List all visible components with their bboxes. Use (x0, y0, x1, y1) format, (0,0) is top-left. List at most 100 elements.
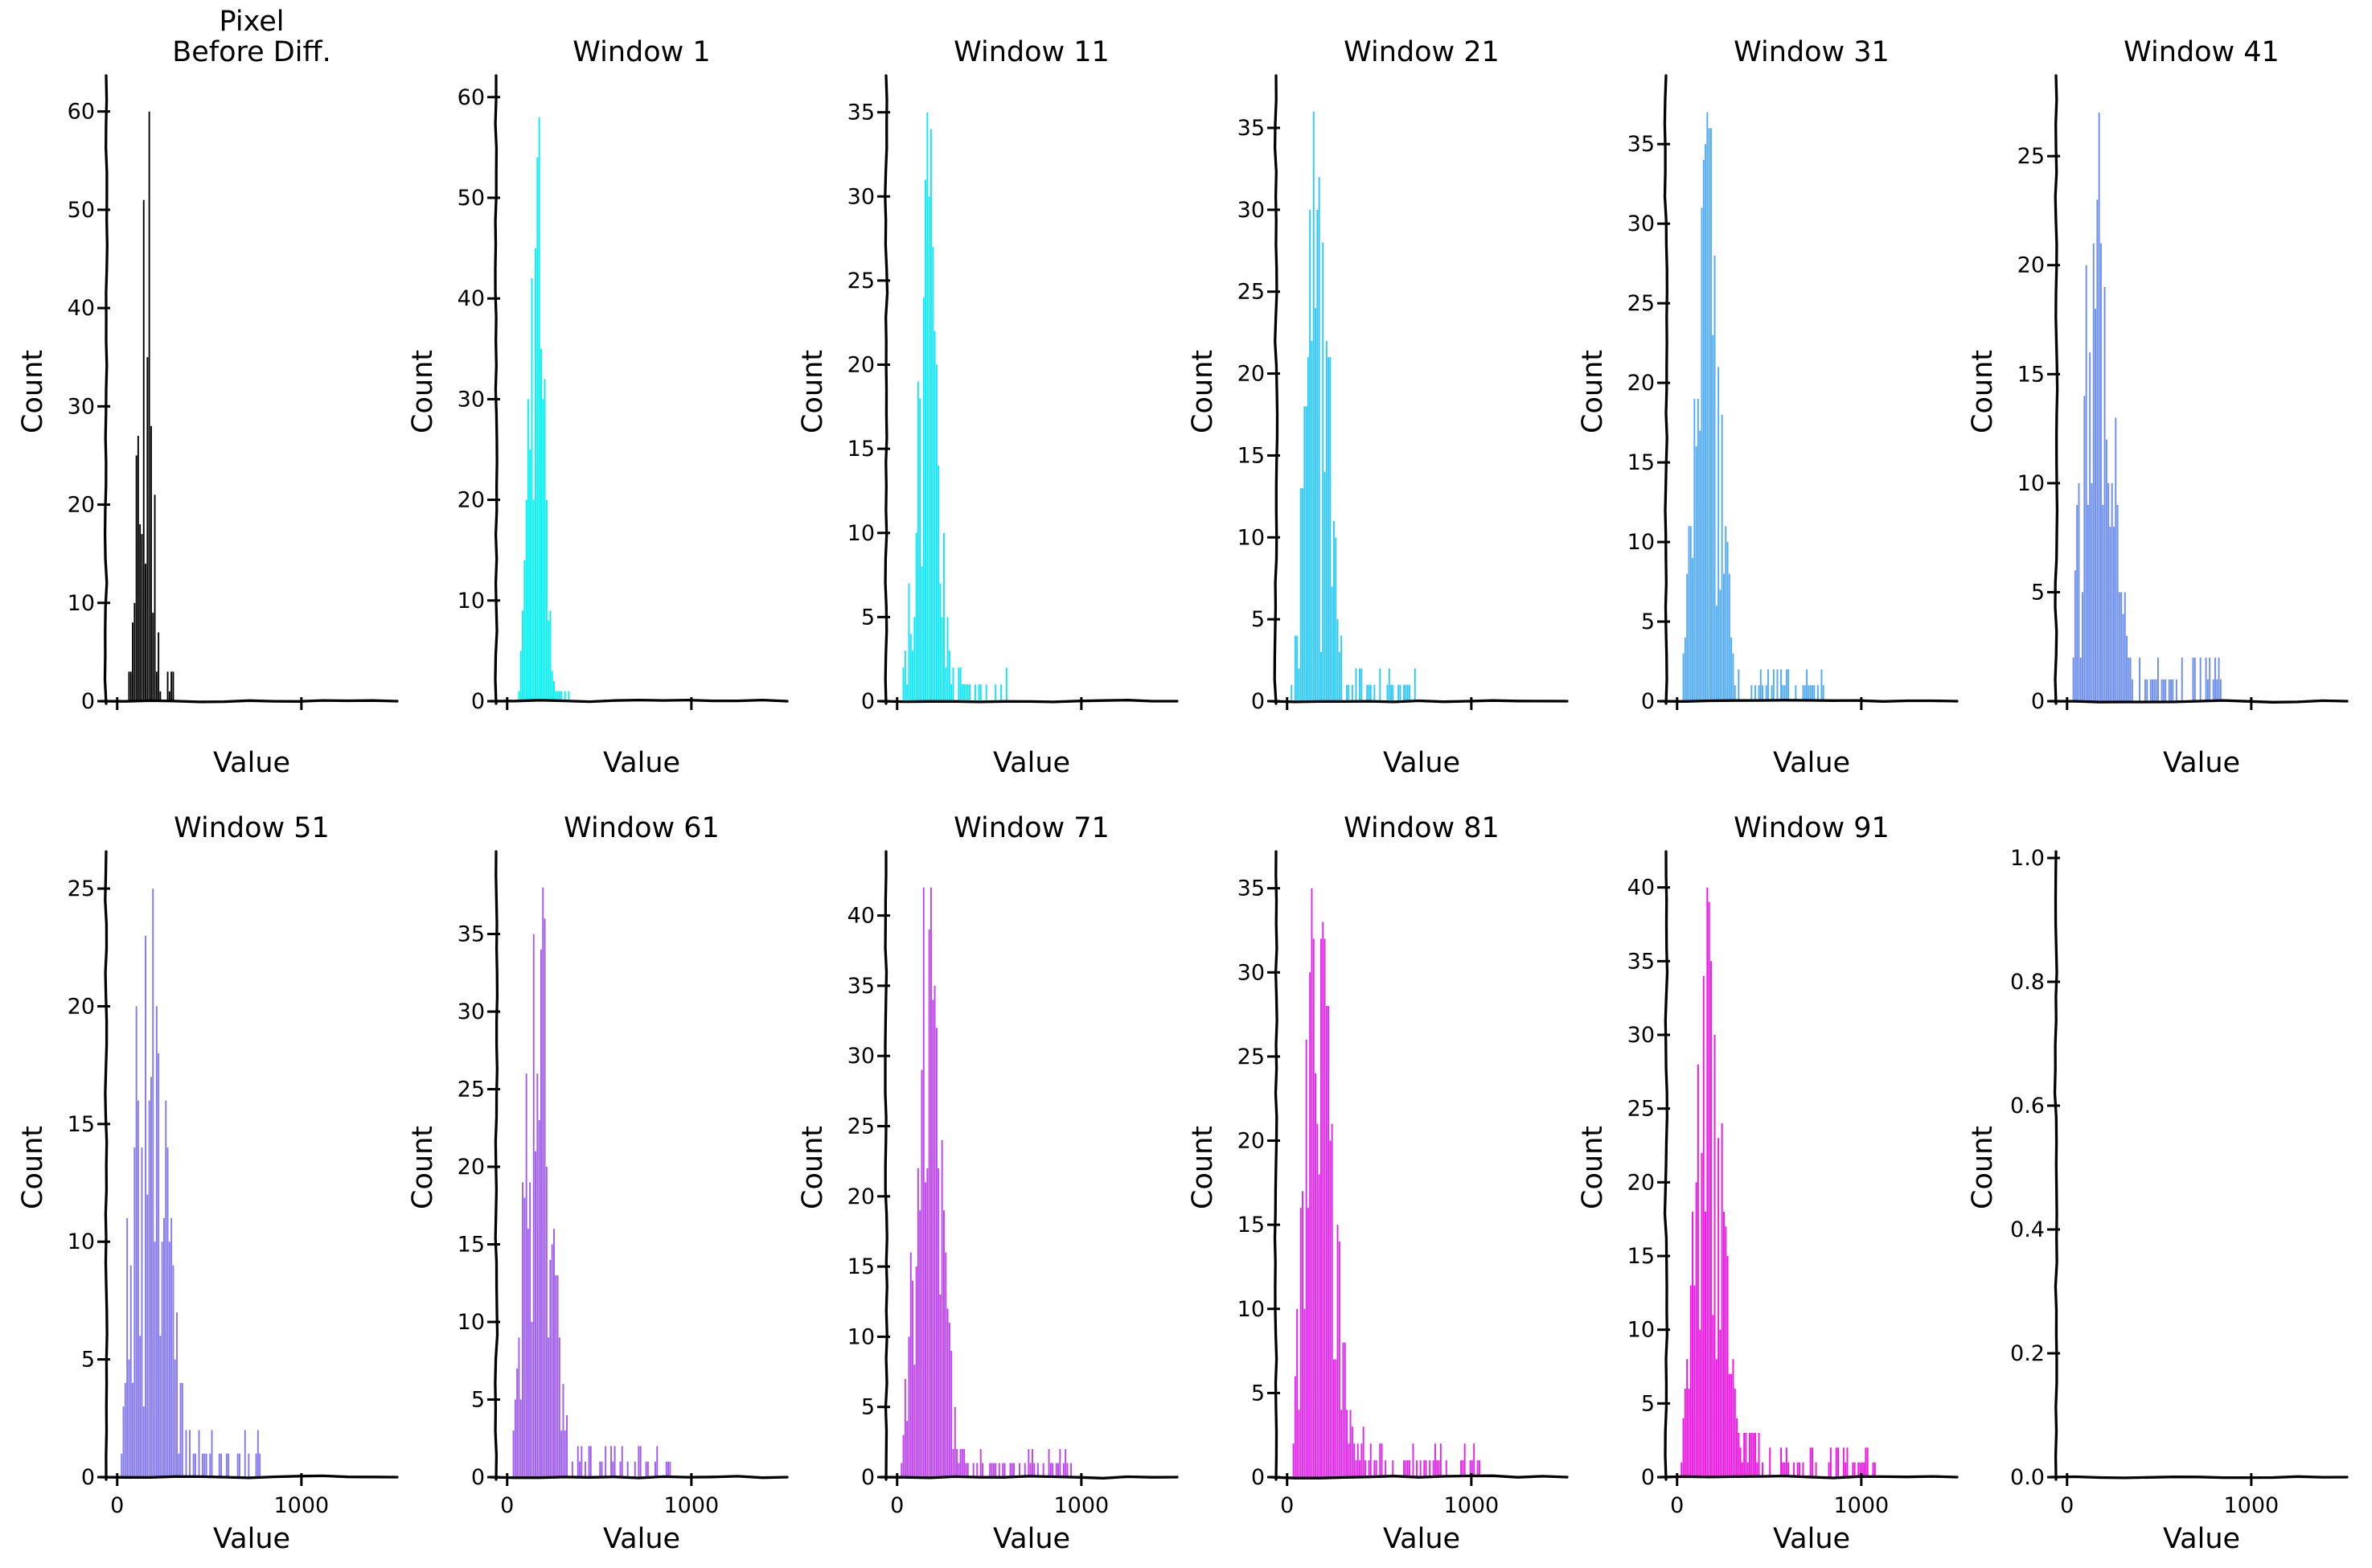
y-tick-label: 10 (1627, 1318, 1655, 1343)
x-axis-spine (99, 699, 399, 704)
y-tick-label: 30 (847, 1044, 875, 1069)
histogram-plot-window-61: Window 61 0 5 10 15 20 25 30 35 0 1000 Value Count (407, 812, 789, 1555)
y-axis-label: Count (797, 350, 829, 433)
chart-title: Window 81 (1344, 812, 1500, 844)
y-tick-label: 0 (861, 689, 875, 714)
y-tick-label: 5 (861, 605, 875, 630)
y-tick-label: 5 (1641, 610, 1655, 634)
y-tick-label: 25 (458, 1077, 485, 1102)
y-axis-spine (494, 74, 499, 705)
chart-title: Before Diff. (172, 36, 330, 68)
x-axis-spine (2049, 1475, 2349, 1480)
x-axis-spine (1269, 1474, 1569, 1480)
y-tick-label: 0.6 (2010, 1094, 2045, 1119)
y-axis-label: Count (797, 1126, 829, 1209)
histogram-plot-window-1: Window 1 0 10 20 30 40 50 60 Value Count (407, 36, 789, 779)
y-tick-label: 0 (471, 689, 485, 714)
y-tick-label: 0 (471, 1465, 485, 1490)
y-tick-label: 10 (68, 1229, 95, 1254)
y-tick-label: 30 (1627, 1023, 1655, 1048)
y-tick-label: 10 (847, 1324, 875, 1349)
y-tick-label: 20 (458, 488, 485, 513)
axes (99, 74, 399, 705)
chart-title: Window 21 (1344, 36, 1500, 68)
x-tick-label: 0 (2060, 1493, 2074, 1518)
y-tick-label: 30 (1627, 211, 1655, 236)
chart-title: Window 61 (564, 812, 720, 844)
x-axis-spine (489, 698, 789, 704)
y-tick-label: 0 (81, 1465, 95, 1490)
axes (1659, 74, 1959, 705)
y-tick-label: 0 (2031, 689, 2045, 714)
y-tick-label: 25 (1627, 291, 1655, 316)
y-tick-label: 40 (847, 904, 875, 929)
y-tick-label: 0.0 (2010, 1465, 2045, 1490)
axes (2049, 74, 2349, 705)
y-axis-spine (884, 850, 888, 1481)
y-tick-label: 10 (2017, 471, 2045, 496)
y-tick-label: 5 (2031, 580, 2045, 605)
axes (879, 850, 1179, 1481)
histogram-plot-window-81: Window 81 0 5 10 15 20 25 30 35 0 1000 Value Count (1187, 812, 1569, 1555)
y-tick-label: 5 (471, 1388, 485, 1413)
x-tick-label: 1000 (664, 1493, 720, 1518)
y-tick-label: 35 (1627, 132, 1655, 157)
subplot-window-41: Window 41 0 5 10 15 20 25 Value Count (1966, 8, 2356, 784)
x-tick-label: 1000 (1054, 1493, 1110, 1518)
y-tick-label: 15 (1627, 1244, 1655, 1269)
x-axis-spine (1659, 1474, 1959, 1480)
y-tick-label: 20 (68, 994, 95, 1019)
y-tick-label: 50 (68, 198, 95, 223)
y-axis-spine (884, 74, 889, 705)
y-axis-label: Count (407, 350, 439, 433)
y-tick-label: 40 (458, 286, 485, 311)
y-tick-label: 30 (847, 184, 875, 209)
y-tick-label: 0 (1641, 689, 1655, 714)
y-tick-label: 25 (1237, 1045, 1265, 1069)
histogram-plot-window-51: Window 51 0 5 10 15 20 25 0 1000 Value Count (17, 812, 399, 1555)
histogram-bars (128, 111, 174, 701)
y-axis-spine (2054, 74, 2059, 705)
y-axis-label: Count (1967, 350, 1999, 433)
histogram-plot-window-31: Window 31 0 5 10 15 20 25 30 35 Value Count (1577, 36, 1959, 779)
y-tick-label: 35 (1237, 876, 1265, 901)
y-tick-label: 20 (847, 1184, 875, 1209)
y-axis-spine (1663, 74, 1668, 705)
x-axis-label: Value (213, 747, 290, 779)
y-tick-label: 20 (1237, 1129, 1265, 1154)
x-axis-label: Value (2163, 1523, 2240, 1555)
y-tick-label: 35 (847, 101, 875, 125)
y-axis-label: Count (17, 350, 49, 433)
histogram-bars (1291, 111, 1416, 702)
subplot-window-71: Window 71 0 5 10 15 20 25 30 35 40 0 1000 Value Count (796, 784, 1186, 1560)
y-tick-label: 20 (1237, 362, 1265, 387)
subplot-window-1: Window 1 0 10 20 30 40 50 60 Value Count (406, 8, 796, 784)
y-tick-label: 20 (1627, 1170, 1655, 1195)
subplot-empty-axes: 0.0 0.2 0.4 0.6 0.8 1.0 0 1000 Value Count (1966, 784, 2356, 1560)
x-tick-label: 0 (1670, 1493, 1684, 1518)
y-tick-label: 15 (2017, 362, 2045, 387)
y-tick-label: 10 (1627, 530, 1655, 555)
axes (99, 850, 399, 1481)
chart-title: Window 31 (1734, 36, 1890, 68)
x-axis-label: Value (1773, 1523, 1850, 1555)
subplot-window-31: Window 31 0 5 10 15 20 25 30 35 Value Count (1576, 8, 1966, 784)
y-tick-label: 25 (1237, 280, 1265, 305)
y-tick-label: 20 (68, 493, 95, 518)
y-tick-label: 10 (458, 589, 485, 614)
x-axis-spine (1659, 699, 1959, 703)
chart-title: Window 91 (1734, 812, 1890, 844)
x-axis-spine (879, 699, 1179, 704)
subplot-window-51: Window 51 0 5 10 15 20 25 0 1000 Value Count (16, 784, 406, 1560)
chart-title: Window 11 (954, 36, 1110, 68)
axes (1659, 850, 1959, 1481)
histogram-plot-window-91: Window 91 0 5 10 15 20 25 30 35 40 0 1000 Value Count (1577, 812, 1959, 1555)
axes (1269, 74, 1569, 705)
y-axis-spine (1273, 74, 1279, 705)
x-tick-label: 1000 (1834, 1493, 1890, 1518)
y-tick-label: 0 (81, 689, 95, 714)
x-axis-label: Value (1383, 747, 1460, 779)
x-axis-label: Value (1773, 747, 1850, 779)
x-axis-spine (2049, 699, 2349, 704)
y-tick-label: 20 (1627, 371, 1655, 396)
